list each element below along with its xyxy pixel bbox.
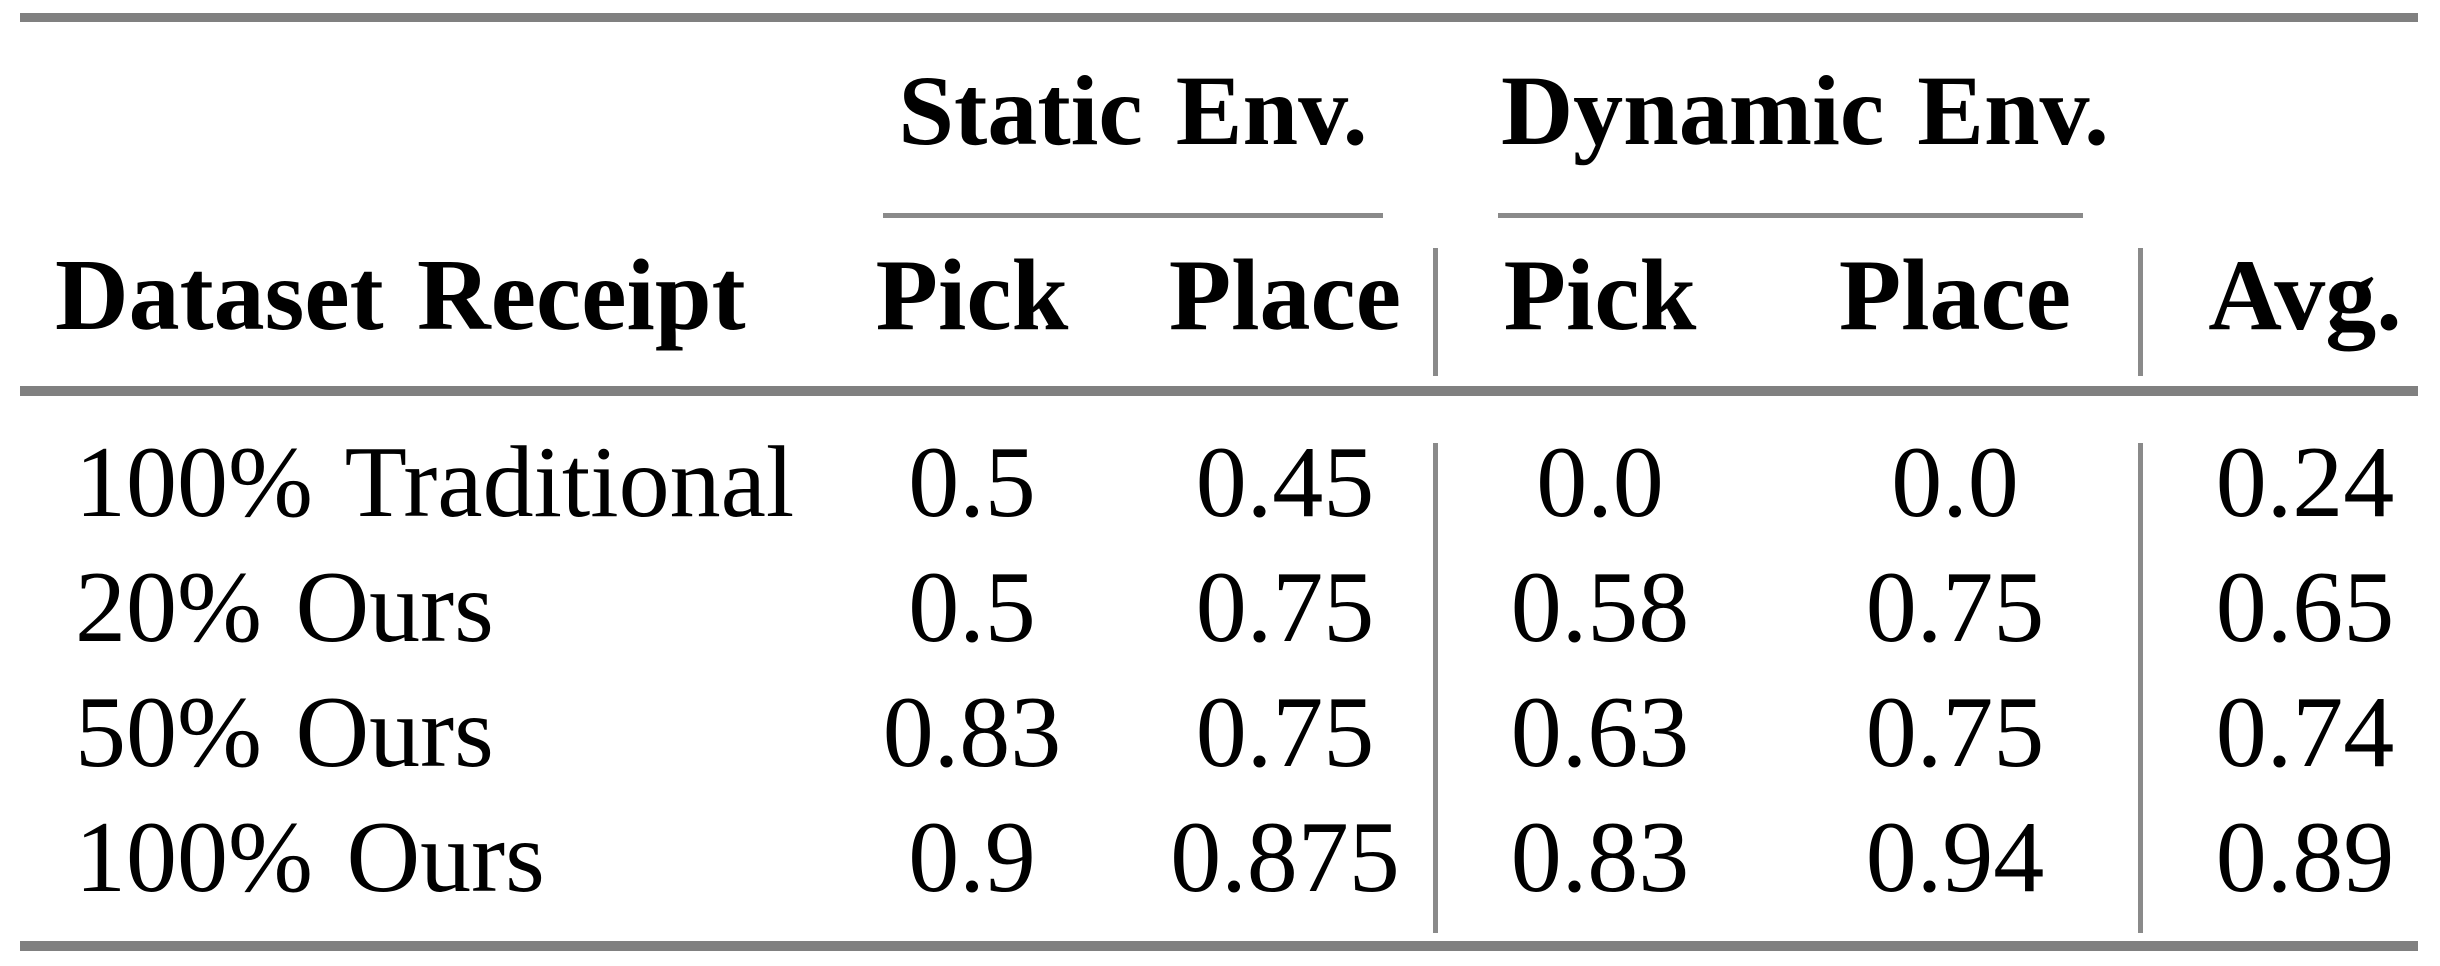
cell-dynamic-place: 0.75 — [1865, 551, 2045, 664]
cell-avg: 0.89 — [2215, 801, 2395, 914]
vertical-separator-2-header — [2138, 248, 2143, 376]
cell-avg: 0.65 — [2215, 551, 2395, 664]
column-header-avg: Avg. — [2208, 238, 2402, 352]
cell-dynamic-place: 0.75 — [1865, 676, 2045, 789]
cell-static-pick: 0.5 — [908, 426, 1036, 539]
column-header-dynamic-pick: Pick — [1503, 238, 1697, 352]
column-header-static-pick: Pick — [875, 238, 1069, 352]
column-header-dynamic-place: Place — [1838, 238, 2072, 352]
vertical-separator-2-body — [2138, 443, 2143, 933]
row-label: 100% Traditional — [75, 426, 795, 539]
column-header-row: Dataset Receipt Pick Place Pick Place Av… — [0, 230, 2440, 360]
vertical-separator-1-header — [1433, 248, 1438, 376]
row-label: 50% Ours — [75, 676, 494, 789]
cell-static-pick: 0.83 — [882, 676, 1062, 789]
table-row: 100% Ours 0.9 0.875 0.83 0.94 0.89 — [0, 795, 2440, 920]
cell-static-place: 0.875 — [1170, 801, 1400, 914]
table-row: 20% Ours 0.5 0.75 0.58 0.75 0.65 — [0, 545, 2440, 670]
column-header-dataset-receipt: Dataset Receipt — [55, 238, 746, 352]
cell-avg: 0.74 — [2215, 676, 2395, 789]
cell-static-place: 0.75 — [1195, 676, 1375, 789]
cell-dynamic-place: 0.94 — [1865, 801, 2045, 914]
cmidrule-static — [883, 213, 1383, 218]
cell-dynamic-place: 0.0 — [1891, 426, 2019, 539]
cell-static-pick: 0.9 — [908, 801, 1036, 914]
group-header-dynamic: Dynamic Env. — [1500, 54, 2110, 166]
row-label: 100% Ours — [75, 801, 545, 914]
bottom-rule — [20, 941, 2418, 951]
vertical-separator-1-body — [1433, 443, 1438, 933]
cell-dynamic-pick: 0.0 — [1536, 426, 1664, 539]
row-label: 20% Ours — [75, 551, 494, 664]
cell-dynamic-pick: 0.83 — [1510, 801, 1690, 914]
mid-rule — [20, 386, 2418, 396]
column-header-static-place: Place — [1168, 238, 1402, 352]
cell-static-pick: 0.5 — [908, 551, 1036, 664]
group-header-static: Static Env. — [898, 54, 1368, 166]
cmidrule-dynamic — [1498, 213, 2083, 218]
cell-dynamic-pick: 0.58 — [1510, 551, 1690, 664]
cell-avg: 0.24 — [2215, 426, 2395, 539]
table-row: 50% Ours 0.83 0.75 0.63 0.75 0.74 — [0, 670, 2440, 795]
cell-dynamic-pick: 0.63 — [1510, 676, 1690, 789]
cell-static-place: 0.45 — [1195, 426, 1375, 539]
top-rule — [20, 13, 2418, 22]
table-row: 100% Traditional 0.5 0.45 0.0 0.0 0.24 — [0, 420, 2440, 545]
cell-static-place: 0.75 — [1195, 551, 1375, 664]
